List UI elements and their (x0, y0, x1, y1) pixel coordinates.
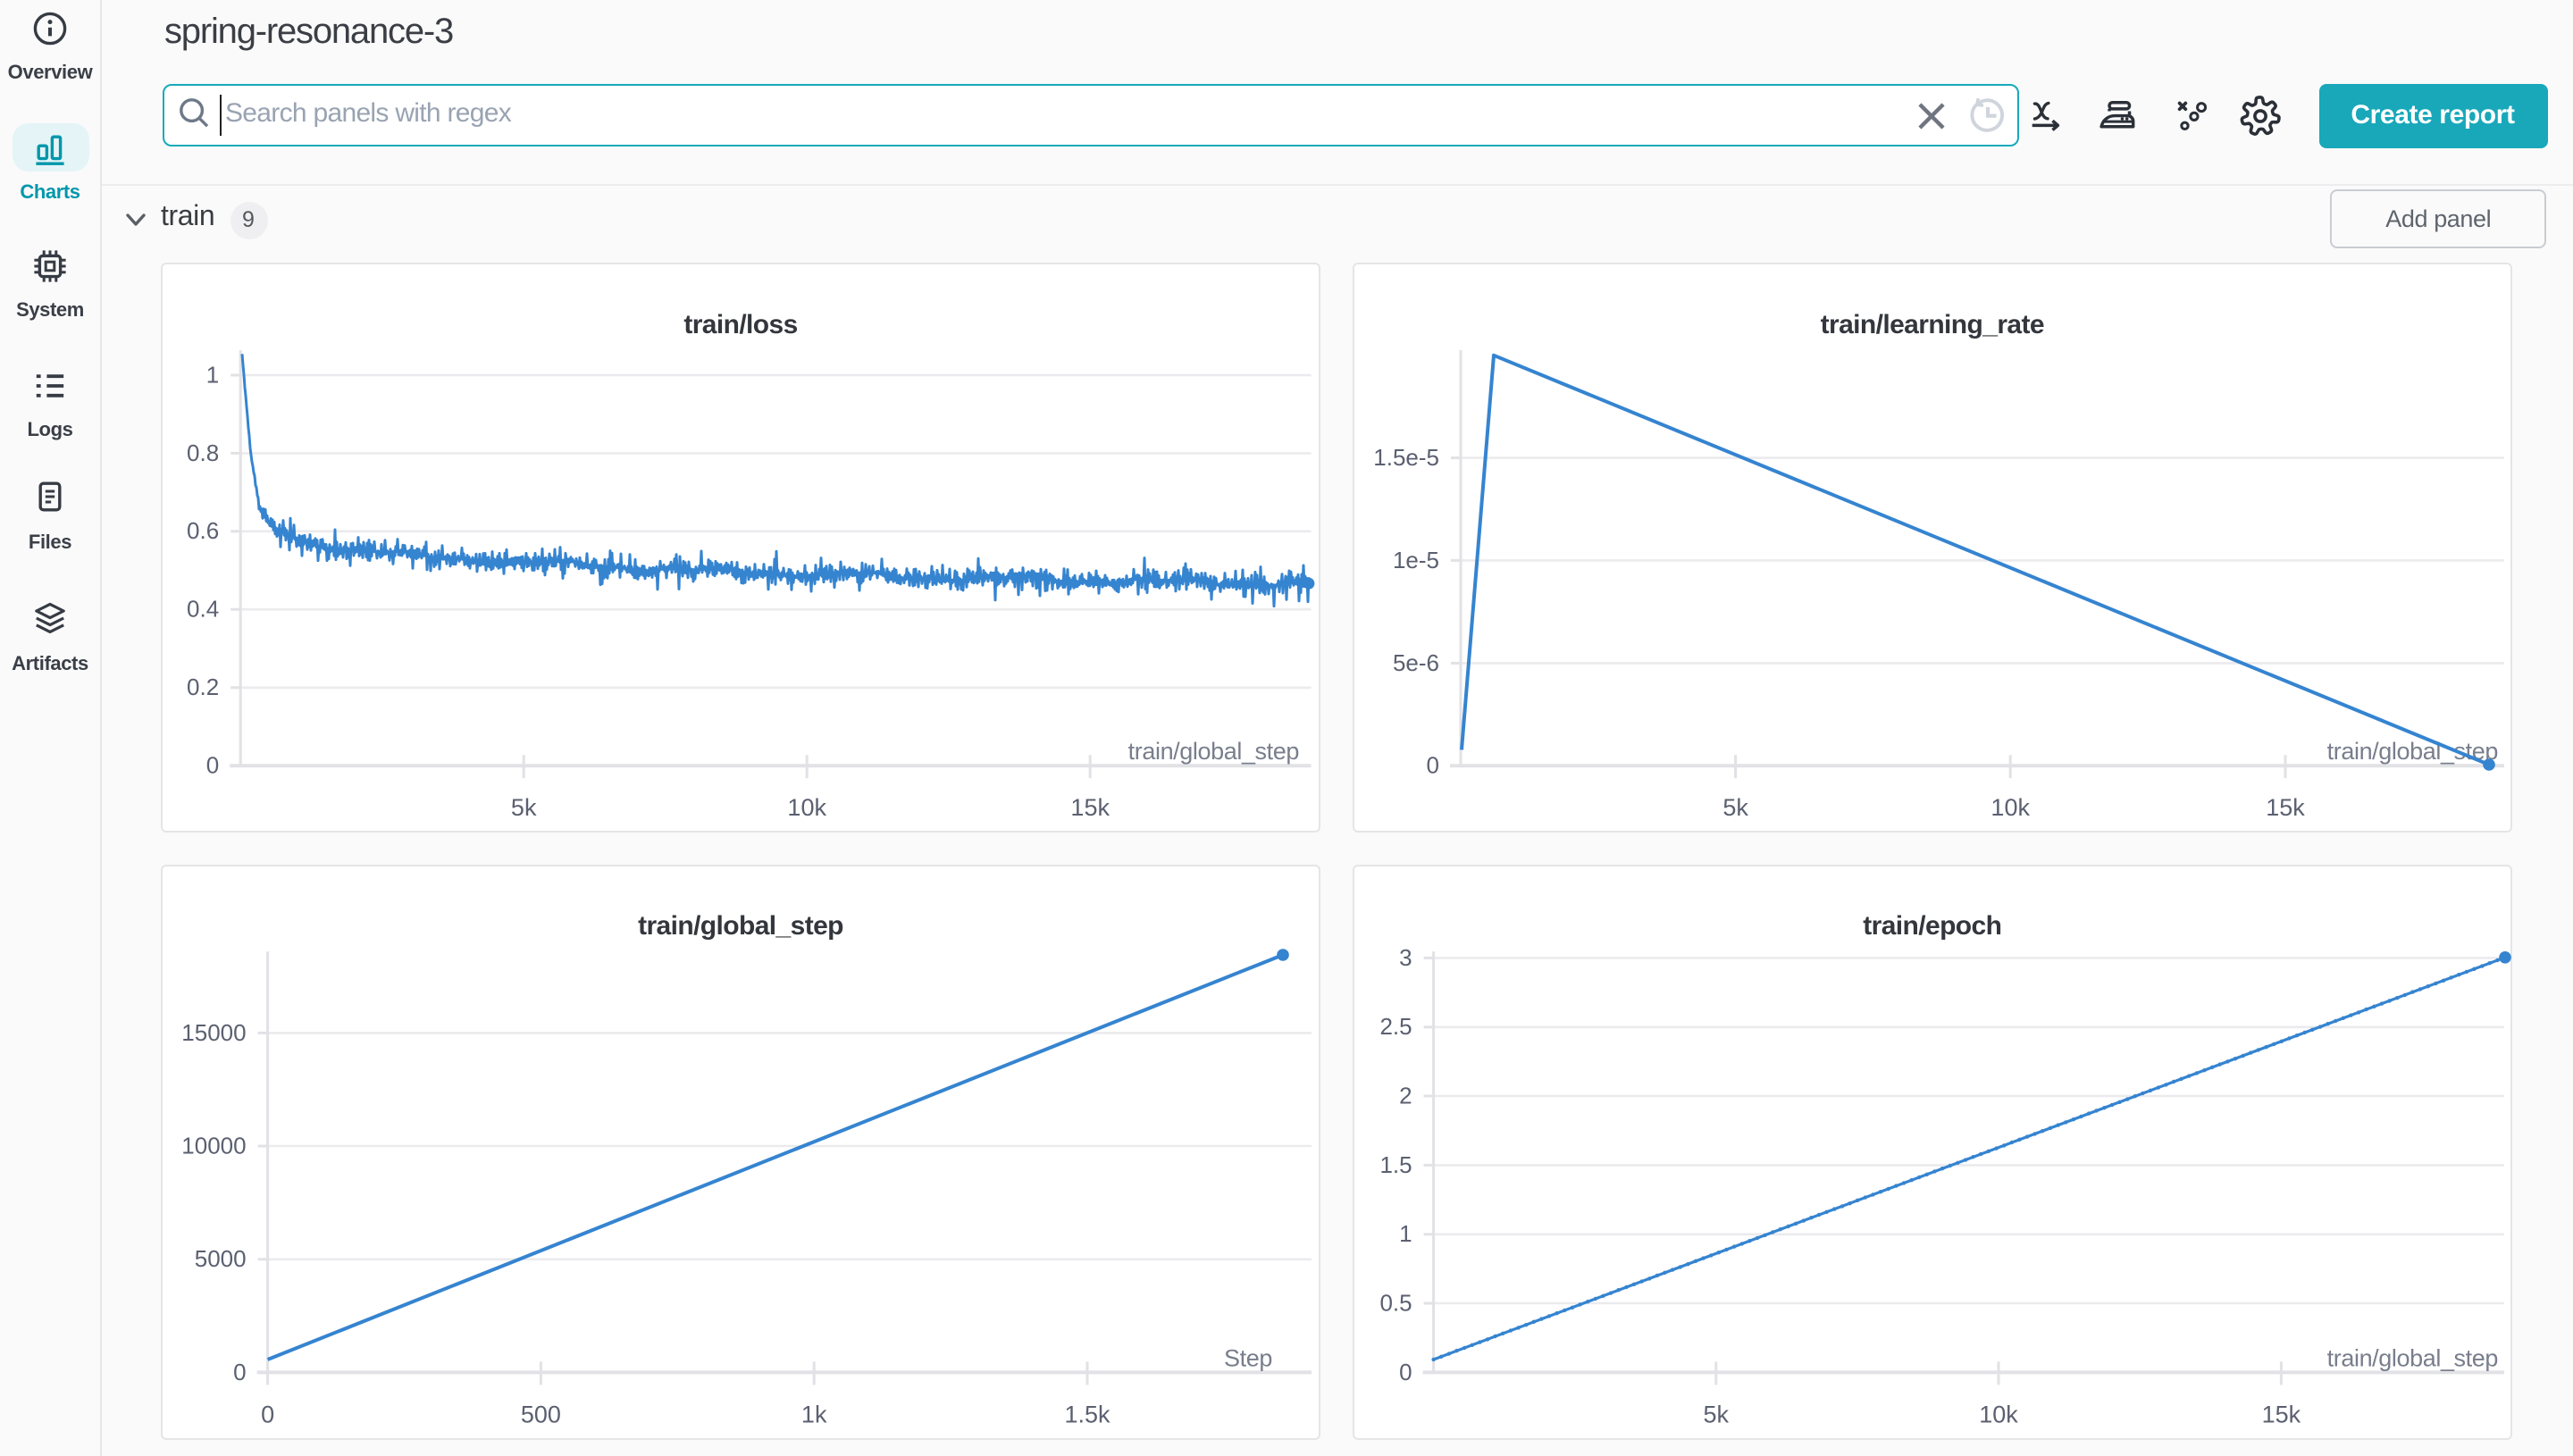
svg-text:Step: Step (1224, 1344, 1272, 1371)
svg-text:3: 3 (1399, 944, 1412, 971)
svg-text:5e-6: 5e-6 (1393, 649, 1439, 676)
svg-text:5k: 5k (1704, 1401, 1730, 1427)
svg-text:0.8: 0.8 (187, 439, 219, 466)
svg-text:1e-5: 1e-5 (1393, 547, 1439, 573)
svg-text:0.4: 0.4 (187, 596, 219, 623)
svg-text:15k: 15k (2262, 1401, 2301, 1427)
svg-text:train/learning_rate: train/learning_rate (1821, 310, 2044, 339)
svg-text:0: 0 (233, 1359, 246, 1385)
svg-text:2.5: 2.5 (1379, 1013, 1412, 1040)
svg-text:15k: 15k (1070, 794, 1110, 821)
svg-text:10000: 10000 (181, 1132, 246, 1159)
svg-text:10k: 10k (787, 794, 826, 821)
svg-text:train/global_step: train/global_step (2327, 1344, 2498, 1371)
svg-text:train/epoch: train/epoch (1863, 911, 2001, 941)
svg-text:0.6: 0.6 (187, 517, 219, 544)
svg-text:15k: 15k (2266, 794, 2305, 821)
svg-text:1: 1 (1399, 1220, 1412, 1247)
svg-text:15000: 15000 (181, 1019, 246, 1046)
svg-text:train/global_step: train/global_step (2327, 738, 2498, 765)
svg-text:0: 0 (206, 752, 219, 779)
svg-text:0.5: 0.5 (1379, 1289, 1412, 1316)
svg-text:2: 2 (1399, 1082, 1412, 1109)
svg-text:10k: 10k (1979, 1401, 2018, 1427)
svg-text:train/loss: train/loss (683, 310, 797, 339)
svg-text:1.5k: 1.5k (1064, 1401, 1110, 1427)
svg-text:0.2: 0.2 (187, 674, 219, 700)
svg-text:train/global_step: train/global_step (638, 911, 843, 941)
svg-text:1.5: 1.5 (1379, 1151, 1412, 1178)
svg-text:0: 0 (261, 1401, 274, 1427)
svg-text:500: 500 (521, 1401, 561, 1427)
svg-text:train/global_step: train/global_step (1128, 738, 1299, 765)
svg-text:5k: 5k (1722, 794, 1748, 821)
svg-text:0: 0 (1427, 752, 1439, 779)
svg-text:1k: 1k (801, 1401, 827, 1427)
svg-text:1.5e-5: 1.5e-5 (1373, 444, 1439, 471)
svg-text:1: 1 (206, 361, 219, 388)
svg-text:5k: 5k (511, 794, 537, 821)
svg-text:5000: 5000 (195, 1245, 247, 1272)
svg-text:0: 0 (1399, 1359, 1412, 1385)
svg-text:10k: 10k (1991, 794, 2030, 821)
